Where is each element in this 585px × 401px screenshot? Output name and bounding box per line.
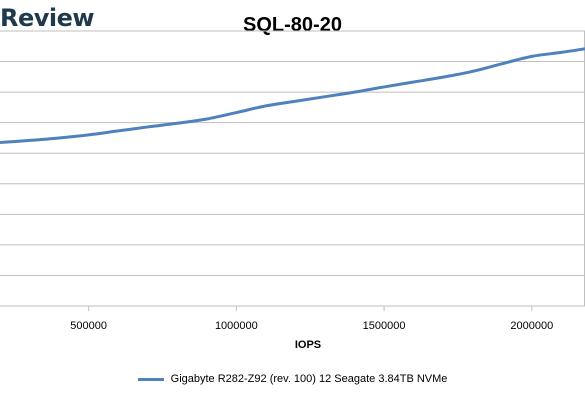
- gridlines: [0, 30, 585, 307]
- x-tick-label: 2000000: [510, 320, 553, 332]
- x-tick-label: 500000: [70, 320, 107, 332]
- brand-logo-text: Review: [0, 4, 95, 32]
- series-lines: [0, 47, 585, 145]
- x-tick-label: 1500000: [363, 320, 406, 332]
- series-line: [0, 47, 585, 145]
- x-axis-label: IOPS: [295, 339, 321, 351]
- x-axis-ticks: 500000 1000000 1500000 2000000: [70, 306, 553, 332]
- legend-label: Gigabyte R282-Z92 (rev. 100) 12 Seagate …: [170, 373, 448, 385]
- x-tick-label: 1000000: [215, 320, 258, 332]
- legend-swatch: [137, 377, 164, 381]
- legend: Gigabyte R282-Z92 (rev. 100) 12 Seagate …: [0, 373, 585, 385]
